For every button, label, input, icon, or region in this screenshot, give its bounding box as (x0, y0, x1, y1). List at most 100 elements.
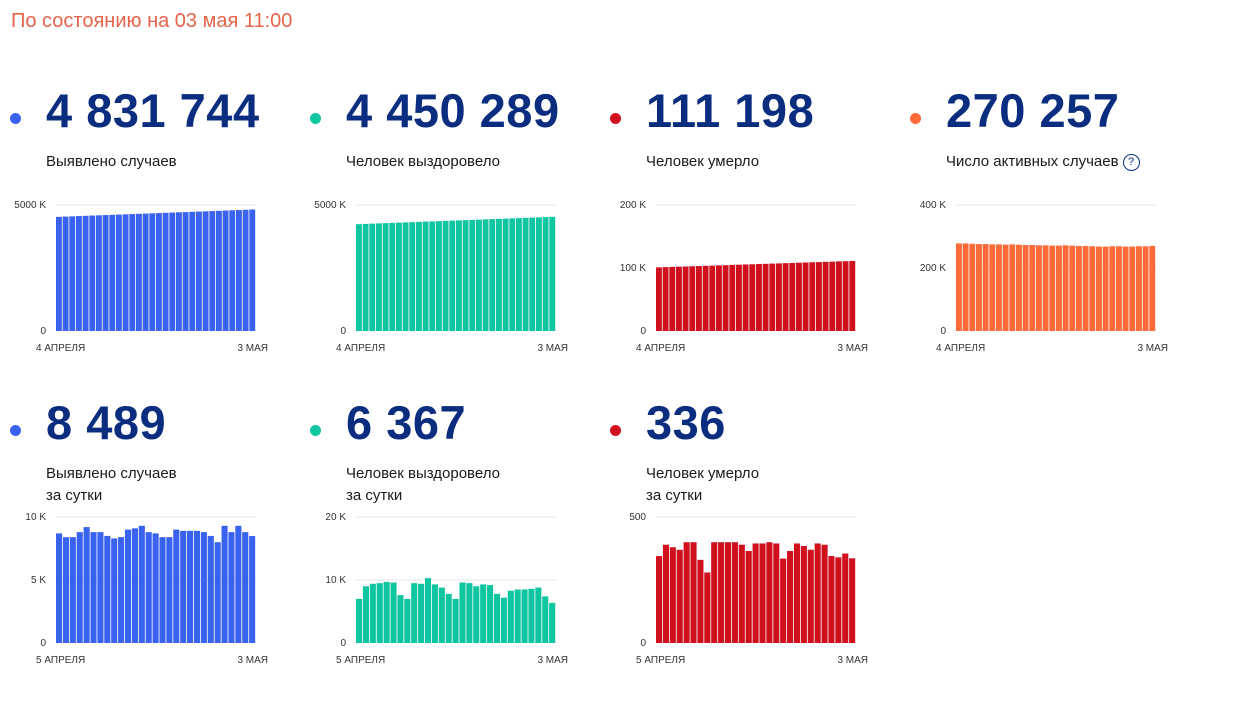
legend-dot (310, 425, 321, 436)
x-end-label: 3 МАЯ (237, 655, 268, 666)
bar (716, 265, 722, 331)
bar (456, 220, 462, 331)
x-start-label: 4 АПРЕЛЯ (36, 343, 85, 354)
card-deaths: 111 198 Человек умерло 0 100 K 200 K 4 АПРЕЛЯ… (610, 84, 910, 405)
bar (449, 220, 456, 331)
bar (76, 216, 82, 331)
bar (522, 217, 529, 331)
bar-chart-deaths-daily: 0 500 5 АПРЕЛЯ 3 МАЯ (629, 512, 868, 666)
card-recovered-daily: 6 367 Человек выздоровело за сутки 0 10 K 20 … (310, 396, 610, 717)
bar (69, 216, 76, 331)
bar (200, 532, 207, 643)
bar-chart-cases: 0 5000 K 4 АПРЕЛЯ 3 МАЯ (14, 200, 268, 354)
bar (221, 525, 228, 643)
bar (111, 538, 118, 643)
bar (669, 547, 676, 643)
bar (480, 584, 487, 643)
bar (416, 221, 422, 331)
bar (228, 532, 235, 643)
bar (249, 209, 256, 331)
bar (159, 537, 166, 643)
bar (769, 263, 776, 331)
bar (236, 210, 242, 331)
stat-label: Число активных случаев? (946, 151, 1140, 173)
y-tick-label: 0 (640, 638, 646, 649)
stat-label-line: Выявлено случаев (46, 465, 177, 482)
x-end-label: 3 МАЯ (537, 343, 568, 354)
bar (682, 266, 689, 331)
bar (369, 223, 376, 331)
y-tick-label: 10 K (325, 575, 346, 586)
bar (462, 220, 469, 331)
bar (89, 215, 96, 331)
bar (842, 553, 849, 643)
bar (773, 543, 780, 643)
bar (829, 261, 836, 331)
y-tick-label: 0 (640, 326, 646, 337)
bar (196, 211, 202, 331)
bar (842, 261, 849, 331)
bar (445, 593, 452, 643)
bar (1076, 245, 1082, 331)
x-end-label: 3 МАЯ (837, 655, 868, 666)
bar (796, 262, 802, 331)
bar (835, 557, 842, 643)
bar (776, 263, 782, 331)
bar (689, 266, 696, 331)
bar (969, 243, 976, 331)
bar (989, 244, 996, 332)
card-recovered: 4 450 289 Человек выздоровело 0 5000 K 4 АПР… (310, 84, 610, 405)
bar (229, 210, 236, 331)
y-tick-label: 200 K (920, 263, 946, 274)
bar (69, 537, 76, 643)
legend-dot (10, 425, 21, 436)
y-tick-label: 0 (40, 326, 46, 337)
bar (173, 529, 180, 643)
bar (90, 532, 97, 643)
stat-value: 4 831 744 (46, 84, 260, 137)
bar (429, 221, 436, 331)
bar (102, 215, 109, 331)
bar (749, 264, 756, 331)
bar (521, 589, 528, 643)
bar (702, 265, 709, 331)
bar (1089, 246, 1096, 331)
bar (542, 217, 549, 331)
bar (469, 219, 476, 331)
bar (500, 597, 507, 643)
stat-value: 270 257 (946, 84, 1120, 137)
stat-label: Выявлено случаев за сутки (46, 463, 177, 507)
bar (762, 263, 769, 331)
bar (390, 582, 397, 643)
bar (62, 537, 69, 643)
bar (800, 545, 807, 643)
bar (528, 588, 535, 643)
bar (56, 533, 63, 643)
bar (1062, 245, 1069, 331)
bar (122, 214, 129, 331)
bar (696, 266, 702, 331)
bar (62, 216, 69, 331)
bar (1009, 244, 1016, 332)
card-deaths-daily: 336 Человек умерло за сутки 0 500 5 АПРЕЛЯ 3 М… (610, 396, 910, 717)
x-start-label: 4 АПРЕЛЯ (336, 343, 385, 354)
legend-dot (310, 113, 321, 124)
x-start-label: 4 АПРЕЛЯ (936, 343, 985, 354)
bar (459, 582, 466, 643)
bar (409, 222, 416, 331)
bar (996, 244, 1002, 332)
y-tick-label: 400 K (920, 200, 946, 211)
bar (1002, 244, 1009, 331)
y-tick-label: 500 (629, 512, 646, 523)
bar (431, 584, 438, 643)
stat-label: Выявлено случаев (46, 151, 177, 173)
stat-value: 111 198 (646, 84, 815, 137)
help-icon[interactable]: ? (1122, 154, 1140, 171)
bar (207, 535, 214, 643)
bar (162, 212, 169, 331)
bar (711, 542, 718, 643)
bar (1016, 244, 1022, 331)
bar (389, 222, 396, 331)
bar (656, 556, 663, 643)
bar (187, 530, 194, 643)
